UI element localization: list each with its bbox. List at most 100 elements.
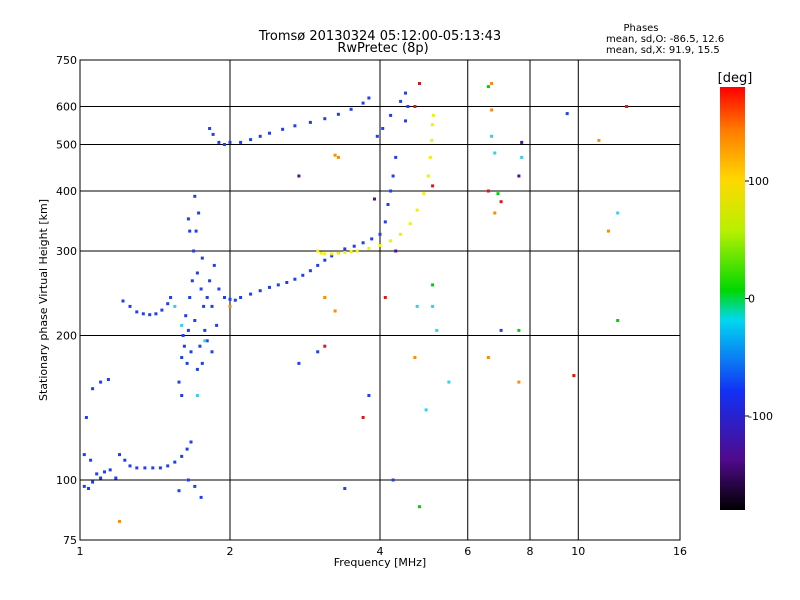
data-point — [202, 304, 206, 308]
data-point — [616, 211, 620, 215]
data-point — [343, 487, 347, 490]
data-point — [128, 304, 132, 308]
y-tick-label: 300 — [56, 245, 77, 258]
data-point — [333, 309, 337, 313]
data-point — [180, 454, 184, 458]
data-point — [370, 237, 374, 241]
data-point — [431, 123, 435, 127]
data-point — [367, 394, 371, 397]
data-point — [217, 140, 221, 144]
data-point — [308, 269, 312, 273]
data-point — [490, 134, 494, 138]
data-point — [386, 203, 390, 206]
data-point — [223, 143, 226, 146]
data-point — [415, 304, 419, 308]
y-axis-label: Stationary phase Virtual Height [km] — [37, 199, 50, 401]
data-point — [182, 344, 186, 348]
data-point — [210, 350, 214, 354]
data-point — [399, 99, 403, 103]
data-point — [208, 127, 212, 130]
data-point — [336, 155, 340, 159]
data-point — [200, 361, 204, 365]
data-point — [323, 117, 327, 121]
data-point — [194, 229, 198, 233]
data-point — [189, 440, 193, 444]
data-point — [424, 408, 428, 412]
data-point — [151, 466, 155, 470]
data-point — [154, 312, 158, 316]
data-point — [128, 464, 132, 468]
colorbar-tick-label: 0 — [748, 293, 755, 306]
data-point — [486, 85, 490, 89]
data-point — [404, 91, 407, 95]
data-point — [228, 304, 232, 308]
data-point — [208, 279, 212, 283]
y-tick-label: 400 — [56, 185, 77, 198]
data-point — [103, 470, 106, 474]
data-point — [84, 416, 88, 419]
data-point — [135, 310, 139, 314]
data-point — [181, 334, 185, 337]
data-point — [389, 189, 393, 193]
data-point — [394, 249, 398, 253]
data-point — [499, 328, 503, 332]
data-point — [239, 140, 243, 144]
data-point — [118, 519, 121, 523]
x-tick-label: 1 — [77, 545, 84, 558]
data-point — [490, 82, 494, 85]
plot-area: 1 2 4 6 8 10 16 75 100 200 300 400 500 600 750 — [56, 54, 687, 558]
data-point — [173, 304, 177, 308]
y-tick-label: 200 — [56, 330, 77, 343]
data-point — [203, 328, 207, 332]
x-tick-label: 6 — [464, 545, 471, 558]
data-point — [389, 239, 393, 243]
data-point — [205, 339, 209, 343]
data-point — [383, 296, 387, 299]
data-point — [319, 251, 323, 255]
data-point — [148, 313, 152, 317]
data-point — [323, 258, 327, 262]
data-point — [431, 113, 435, 117]
data-point — [228, 140, 232, 144]
data-point — [333, 153, 337, 157]
data-point — [106, 378, 110, 381]
data-point — [135, 466, 139, 470]
data-point — [233, 298, 237, 302]
data-point — [249, 138, 253, 142]
y-tick-label: 75 — [63, 534, 77, 547]
x-tick-label: 16 — [673, 545, 687, 558]
data-point — [517, 328, 521, 332]
data-point — [91, 480, 95, 484]
data-point — [418, 505, 421, 509]
data-point — [413, 105, 417, 108]
data-point — [121, 299, 125, 303]
data-point — [193, 194, 197, 198]
data-point — [330, 254, 334, 258]
data-point — [378, 244, 382, 247]
data-point — [158, 466, 162, 470]
data-point — [517, 174, 521, 178]
data-point — [493, 211, 497, 215]
data-point — [215, 323, 219, 327]
x-axis-label: Frequency [MHz] — [334, 556, 426, 569]
data-point — [349, 107, 353, 111]
data-point — [198, 344, 202, 348]
data-point — [323, 252, 327, 256]
data-point — [186, 478, 190, 482]
data-point — [308, 120, 312, 124]
data-point — [89, 458, 93, 462]
data-point — [447, 380, 451, 384]
data-point — [486, 356, 490, 359]
data-point — [323, 344, 327, 348]
data-point — [301, 273, 305, 277]
data-point — [211, 132, 215, 136]
y-tick-label: 100 — [56, 474, 77, 487]
data-point — [361, 416, 365, 419]
data-point — [268, 285, 271, 289]
data-point — [330, 252, 334, 256]
data-point — [391, 478, 395, 482]
data-point — [268, 131, 271, 135]
data-point — [418, 82, 421, 85]
data-point — [520, 155, 524, 159]
data-point — [597, 138, 601, 142]
